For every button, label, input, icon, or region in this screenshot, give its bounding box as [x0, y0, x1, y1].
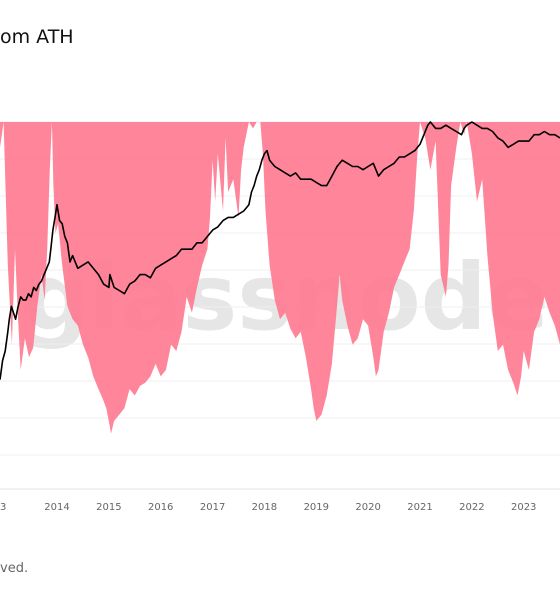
- x-tick-label-2018: 2018: [252, 502, 277, 513]
- price-line: [0, 121, 560, 380]
- x-tick-label-2015: 2015: [96, 502, 121, 513]
- drawdown-area-layer: [0, 122, 560, 434]
- x-tick-label-2021: 2021: [407, 502, 432, 513]
- x-tick-label-2022: 2022: [459, 502, 484, 513]
- x-tick-label-2017: 2017: [200, 502, 225, 513]
- x-tick-label-2016: 2016: [148, 502, 173, 513]
- x-tick-label-2014: 2014: [44, 502, 69, 513]
- drawdown-area: [0, 122, 560, 434]
- x-tick-label-2023: 2023: [511, 502, 536, 513]
- footer-text: ved.: [0, 561, 29, 576]
- x-tick-label-2020: 2020: [355, 502, 380, 513]
- price-line-layer: [0, 121, 560, 380]
- chart-title: om ATH: [0, 26, 74, 48]
- x-tick-label-2019: 2019: [304, 502, 329, 513]
- x-axis-ticks: 3 2014 2015 2016 2017 2018 2019 2020 2021 2022 202…: [0, 502, 536, 513]
- x-tick-label-3: 3: [0, 502, 6, 513]
